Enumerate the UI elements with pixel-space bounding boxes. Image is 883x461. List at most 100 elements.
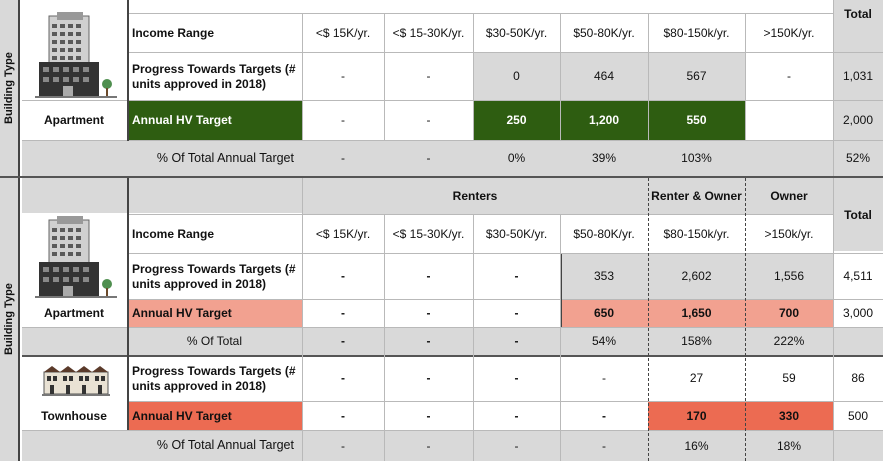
- progress-value: -: [426, 69, 431, 83]
- income-range-header: >150K/yr.: [763, 25, 815, 40]
- pct-value: 0%: [507, 151, 526, 165]
- pct-row-shade: [22, 327, 883, 355]
- progress-value: -: [602, 371, 606, 385]
- grid-line: [22, 140, 883, 141]
- target-value: -: [426, 306, 431, 320]
- building-name-townhouse: Townhouse: [41, 408, 107, 423]
- pct-value: 222%: [773, 334, 805, 348]
- income-range-header: <$ 15-30K/yr.: [392, 226, 465, 241]
- pct-value: 16%: [684, 438, 709, 453]
- building-type-sidebar: [0, 178, 18, 461]
- grid-line: [560, 13, 561, 141]
- grid-line: [22, 355, 883, 357]
- progress-value: -: [514, 269, 519, 283]
- target-value: -: [341, 306, 345, 320]
- target-value: -: [341, 113, 345, 127]
- grid-line: [384, 13, 385, 141]
- target-total: 500: [847, 408, 869, 423]
- income-range-header: $50-80K/yr.: [573, 25, 635, 40]
- total-column-shade: [833, 0, 883, 176]
- progress-value: 0: [513, 69, 520, 83]
- grid-line: [833, 178, 834, 461]
- grid-line: [22, 100, 883, 101]
- income-range-label: Income Range: [132, 226, 215, 241]
- grid-line: [833, 0, 834, 176]
- target-value: -: [341, 408, 345, 423]
- pct-value: -: [514, 438, 519, 453]
- group-header-renters: Renters: [452, 188, 498, 203]
- pct-total: 52%: [845, 151, 871, 165]
- target-value: 170: [648, 402, 745, 430]
- grid-line: [745, 13, 746, 141]
- pct-label: % Of Total: [186, 334, 242, 348]
- progress-value: -: [787, 69, 791, 83]
- progress-total: 4,511: [843, 269, 873, 283]
- progress-label: Progress Towards Targets (# units approv…: [132, 261, 296, 291]
- grid-line: [127, 0, 129, 141]
- target-value: 250: [473, 101, 560, 140]
- target-value: -: [426, 408, 431, 423]
- progress-value: -: [426, 269, 431, 283]
- income-range-header: <$ 15K/yr.: [315, 226, 371, 241]
- pct-value: -: [341, 438, 345, 453]
- group-header-shade: [302, 178, 833, 214]
- apartment-building-icon: [35, 216, 117, 298]
- progress-label: Progress Towards Targets (# units approv…: [132, 363, 296, 393]
- target-value: -: [514, 306, 519, 320]
- target-value: 700: [745, 300, 833, 327]
- group-header-renter-owner: Renter & Owner: [651, 188, 742, 203]
- building-type-label: Building Type: [3, 52, 15, 124]
- pct-label: % Of Total Annual Target: [156, 150, 294, 165]
- grid-line: [302, 178, 303, 461]
- progress-value: 353: [593, 269, 615, 283]
- progress-value: 27: [689, 371, 704, 385]
- grid-line: [473, 214, 474, 461]
- grid-line: [128, 253, 883, 254]
- target-value: 650: [560, 300, 648, 327]
- grid-line: [22, 327, 883, 328]
- income-range-header: $50-80K/yr.: [573, 226, 635, 241]
- pct-value: 103%: [681, 151, 712, 165]
- pct-value: 54%: [591, 334, 617, 348]
- income-range-header: >150k/yr.: [764, 226, 814, 241]
- progress-value: -: [341, 269, 345, 283]
- grid-line: [128, 13, 833, 14]
- grid-line: [128, 401, 883, 402]
- grid-line: [18, 178, 20, 461]
- group-header-shade: [22, 178, 302, 213]
- pct-value: 158%: [681, 334, 712, 348]
- building-name-apartment: Apartment: [43, 113, 104, 127]
- total-header: Total: [844, 6, 872, 21]
- target-label: Annual HV Target: [128, 101, 302, 140]
- pct-value: 39%: [591, 151, 617, 165]
- progress-label: Progress Towards Targets (# units approv…: [132, 61, 296, 91]
- grid-line: [18, 0, 20, 176]
- target-total: 3,000: [842, 306, 874, 320]
- progress-cell-shade: [560, 53, 648, 100]
- target-value: 550: [648, 101, 745, 140]
- pct-value: 18%: [776, 438, 802, 453]
- pct-value: -: [514, 334, 519, 348]
- grid-line: [648, 178, 649, 461]
- progress-cell-shade: [648, 53, 745, 100]
- building-type-sidebar: [0, 0, 18, 176]
- income-range-header: <$ 15-30K/yr.: [392, 25, 465, 40]
- grid-line: [302, 13, 303, 141]
- grid-line: [128, 52, 883, 53]
- progress-value: -: [514, 371, 519, 385]
- target-value: 330: [745, 402, 833, 430]
- income-range-header: $80-150k/yr.: [663, 226, 730, 241]
- grid-line: [127, 178, 129, 430]
- target-total: 2,000: [842, 113, 874, 127]
- progress-total: 1,031: [842, 69, 874, 83]
- grid-line: [473, 13, 474, 141]
- pct-row-shade: [22, 430, 883, 461]
- pct-value: -: [426, 334, 431, 348]
- target-value: -: [426, 113, 431, 127]
- target-value: -: [514, 408, 519, 423]
- grid-line: [22, 430, 883, 431]
- pct-value: -: [602, 438, 606, 453]
- target-value: -: [602, 408, 606, 423]
- grid-line: [560, 214, 561, 461]
- grid-line: [128, 299, 883, 300]
